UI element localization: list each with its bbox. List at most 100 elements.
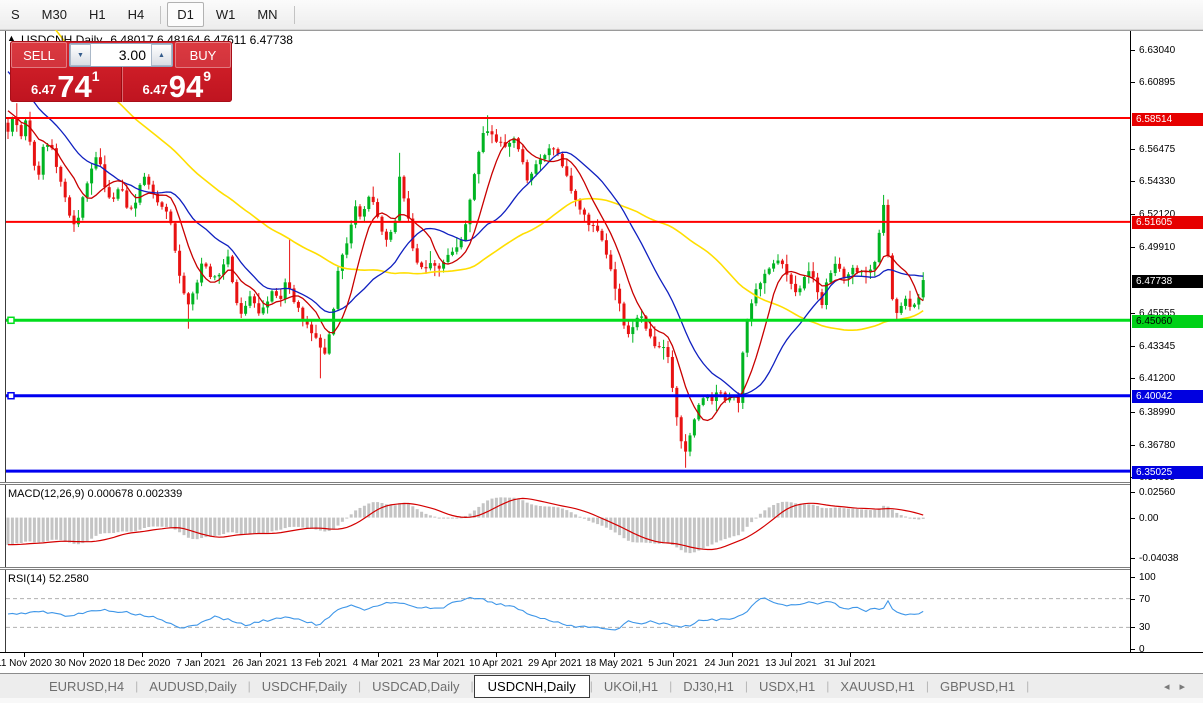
tab-strip	[0, 698, 1203, 703]
price-tick-label: 6.60895	[1139, 77, 1176, 89]
timeframe-m30[interactable]: M30	[41, 7, 67, 22]
tab-xauusd[interactable]: XAUUSD,H1	[840, 678, 915, 694]
date-tick	[437, 653, 438, 657]
macd-tick-label: 0.02560	[1139, 487, 1176, 498]
sell-button[interactable]: SELL	[11, 42, 67, 68]
macd-tick-label: -0.04038	[1139, 553, 1179, 564]
price-badge-6.35025: 6.35025	[1132, 466, 1203, 479]
rsi-tick	[1131, 577, 1135, 578]
timeframe-mn[interactable]: MN	[257, 7, 278, 22]
rsi-tick	[1131, 627, 1135, 629]
ma-mid-line	[7, 71, 924, 396]
date-label: 18 May 2021	[585, 658, 643, 669]
ma-slow-line	[54, 30, 924, 332]
price-tick	[1131, 346, 1135, 348]
rsi-pane-divider[interactable]	[0, 567, 1203, 570]
tab-separator: |	[470, 679, 474, 693]
sell-price-main: 74	[57, 68, 92, 104]
rsi-pane[interactable]	[0, 570, 1130, 652]
price-tick	[1131, 50, 1135, 51]
price-tick	[1131, 411, 1135, 413]
tabs-scroll-right-icon[interactable]: ▸	[1179, 681, 1195, 693]
macd-tick	[1131, 517, 1135, 519]
chart-window[interactable]: ▲ USDCNH,Daily 6.48017 6.48164 6.47611 6.…	[0, 30, 1203, 673]
timeframe-d1[interactable]: D1	[167, 2, 204, 27]
sell-price-prefix: 6.47	[30, 82, 57, 97]
tab-separator: |	[669, 679, 673, 693]
price-tick-label: 6.54330	[1139, 175, 1176, 187]
tab-usdx[interactable]: USDX,H1	[758, 678, 816, 694]
price-tick	[1131, 247, 1135, 249]
timeframe-s[interactable]: S	[11, 7, 20, 22]
date-label: 13 Feb 2021	[290, 658, 348, 669]
buy-price[interactable]: 6.47 94 9	[122, 67, 233, 102]
price-tick	[1131, 444, 1135, 446]
price-tick	[1131, 148, 1135, 150]
price-tick-label: 6.56475	[1139, 143, 1176, 155]
rsi-tick-label: 70	[1139, 593, 1151, 605]
tab-gbpusd[interactable]: GBPUSD,H1	[939, 678, 1016, 694]
rsi-label: RSI(14) 52.2580	[8, 573, 89, 585]
one-click-trading-panel: SELL ▼ 3.00 ▲ BUY 6.47 74 1 6.47 94 9	[10, 41, 232, 102]
date-label: 30 Nov 2020	[54, 658, 112, 669]
date-tick	[378, 653, 379, 657]
price-chart[interactable]	[0, 30, 1130, 482]
timeframe-h4[interactable]: H4	[127, 7, 145, 22]
toolbar-separator	[160, 5, 162, 24]
date-label: 4 Mar 2021	[352, 658, 404, 669]
date-tick	[83, 653, 84, 657]
date-label: 29 Apr 2021	[528, 658, 582, 669]
tab-dj30[interactable]: DJ30,H1	[683, 678, 734, 694]
tab-audusd[interactable]: AUDUSD,Daily	[149, 678, 237, 694]
panel-divider	[120, 67, 122, 102]
tabs-scroll-left-icon[interactable]: ◂	[1163, 681, 1180, 693]
rsi-tick-label: 100	[1139, 572, 1156, 583]
macd-tick	[1131, 492, 1135, 493]
sell-price[interactable]: 6.47 74 1	[10, 67, 121, 102]
price-tick-label: 6.38990	[1139, 406, 1176, 418]
timeframe-toolbar: S M30 H1 H4 D1 W1 MN	[0, 0, 1203, 30]
tab-separator: |	[589, 679, 593, 693]
date-tick	[201, 653, 202, 657]
macd-pane-divider[interactable]	[0, 482, 1203, 485]
date-label: 18 Dec 2020	[113, 658, 171, 669]
date-label: 10 Apr 2021	[469, 658, 523, 669]
date-tick	[260, 653, 261, 657]
macd-tick-label: 0.00	[1139, 512, 1159, 524]
price-scale[interactable]: 6.63040 6.60895 6.56475 6.54330 6.52120 6.499…	[1130, 31, 1203, 655]
date-tick	[673, 653, 674, 657]
price-tick-label: 6.49910	[1139, 242, 1176, 254]
price-tick-label: 6.45555	[1139, 307, 1176, 319]
timeframe-h1[interactable]: H1	[88, 7, 106, 22]
date-tick	[850, 653, 851, 657]
price-tick	[1131, 312, 1135, 314]
price-tick	[1131, 378, 1135, 380]
price-tick-label: 6.41200	[1139, 373, 1176, 385]
timeframe-w1[interactable]: W1	[215, 7, 236, 22]
price-tick	[1131, 82, 1135, 84]
price-tick-label: 6.63040	[1139, 45, 1176, 56]
volume-increase-button[interactable]: ▲	[151, 44, 172, 66]
tab-usdcad[interactable]: USDCAD,Daily	[372, 678, 460, 694]
tab-eurusd[interactable]: EURUSD,H4	[49, 678, 125, 694]
toolbar-separator	[293, 5, 295, 24]
price-tick-label: 6.36780	[1139, 439, 1176, 451]
rsi-tick-label: 30	[1139, 622, 1151, 634]
macd-pane[interactable]	[0, 485, 1130, 567]
volume-decrease-button[interactable]: ▼	[70, 44, 91, 66]
date-label: 23 Mar 2021	[408, 658, 466, 669]
date-label: 24 Jun 2021	[704, 658, 760, 669]
time-scale[interactable]: 11 Nov 2020 30 Nov 2020 18 Dec 2020 7 Jan 2…	[0, 653, 1203, 673]
tab-usdchf[interactable]: USDCHF,Daily	[261, 678, 348, 694]
price-badge-6.45060: 6.45060	[1132, 315, 1203, 328]
date-tick	[555, 653, 556, 657]
price-badge-6.47738: 6.47738	[1132, 275, 1203, 288]
buy-button[interactable]: BUY	[175, 42, 231, 68]
tab-ukoil[interactable]: UKOil,H1	[603, 678, 659, 694]
date-label: 5 Jun 2021	[648, 658, 698, 669]
date-label: 13 Jul 2021	[765, 658, 817, 669]
volume-input[interactable]: 3.00	[118, 47, 146, 63]
tab-usdcnh[interactable]: USDCNH,Daily	[473, 674, 590, 698]
time-axis-line	[0, 652, 1203, 653]
volume-spinner[interactable]: ▼ 3.00 ▲	[69, 43, 173, 67]
